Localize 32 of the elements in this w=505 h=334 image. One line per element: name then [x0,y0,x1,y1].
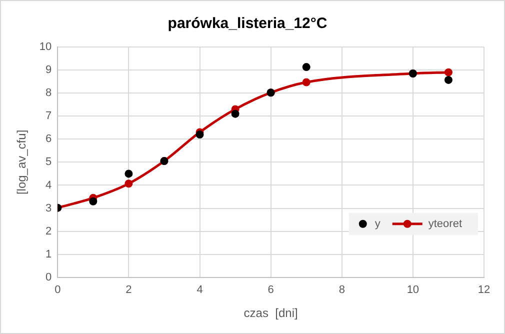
x-tick-label: 12 [478,284,490,296]
y-tick-label: 5 [46,156,52,168]
y-tick-label: 9 [46,64,52,76]
point [89,197,98,206]
y-tick-label: 0 [46,271,52,284]
x-tick-label: 0 [54,284,61,296]
y-tick-label: 4 [46,179,52,192]
y-tick-label: 2 [46,225,52,238]
y-tick-label: 1 [46,248,52,260]
y-tick-label: 10 [39,41,52,54]
x-tick-label: 6 [268,284,274,296]
chart-title: parówka_listeria_12°C [168,15,328,32]
point [124,170,133,178]
y-axis-title: [log_av_cfu] [14,130,29,195]
x-tick-label: 2 [126,284,132,296]
y-tick-label: 3 [46,202,52,214]
point [444,68,452,76]
point [302,63,310,72]
x-axis-title: czas [dni] [244,306,298,320]
y-tick-label: 8 [46,87,52,100]
y-tick-label: 7 [46,110,52,122]
point [302,78,310,86]
x-tick-label: 10 [406,284,420,296]
legend-label: y [374,218,381,230]
point [444,76,452,84]
point [196,130,204,139]
legend-label: yteoret [428,218,462,230]
x-tick-label: 8 [338,284,345,296]
y-tick-label: 6 [46,133,52,146]
x-tick-label: 4 [196,284,203,296]
point [231,110,240,118]
point [124,180,133,188]
